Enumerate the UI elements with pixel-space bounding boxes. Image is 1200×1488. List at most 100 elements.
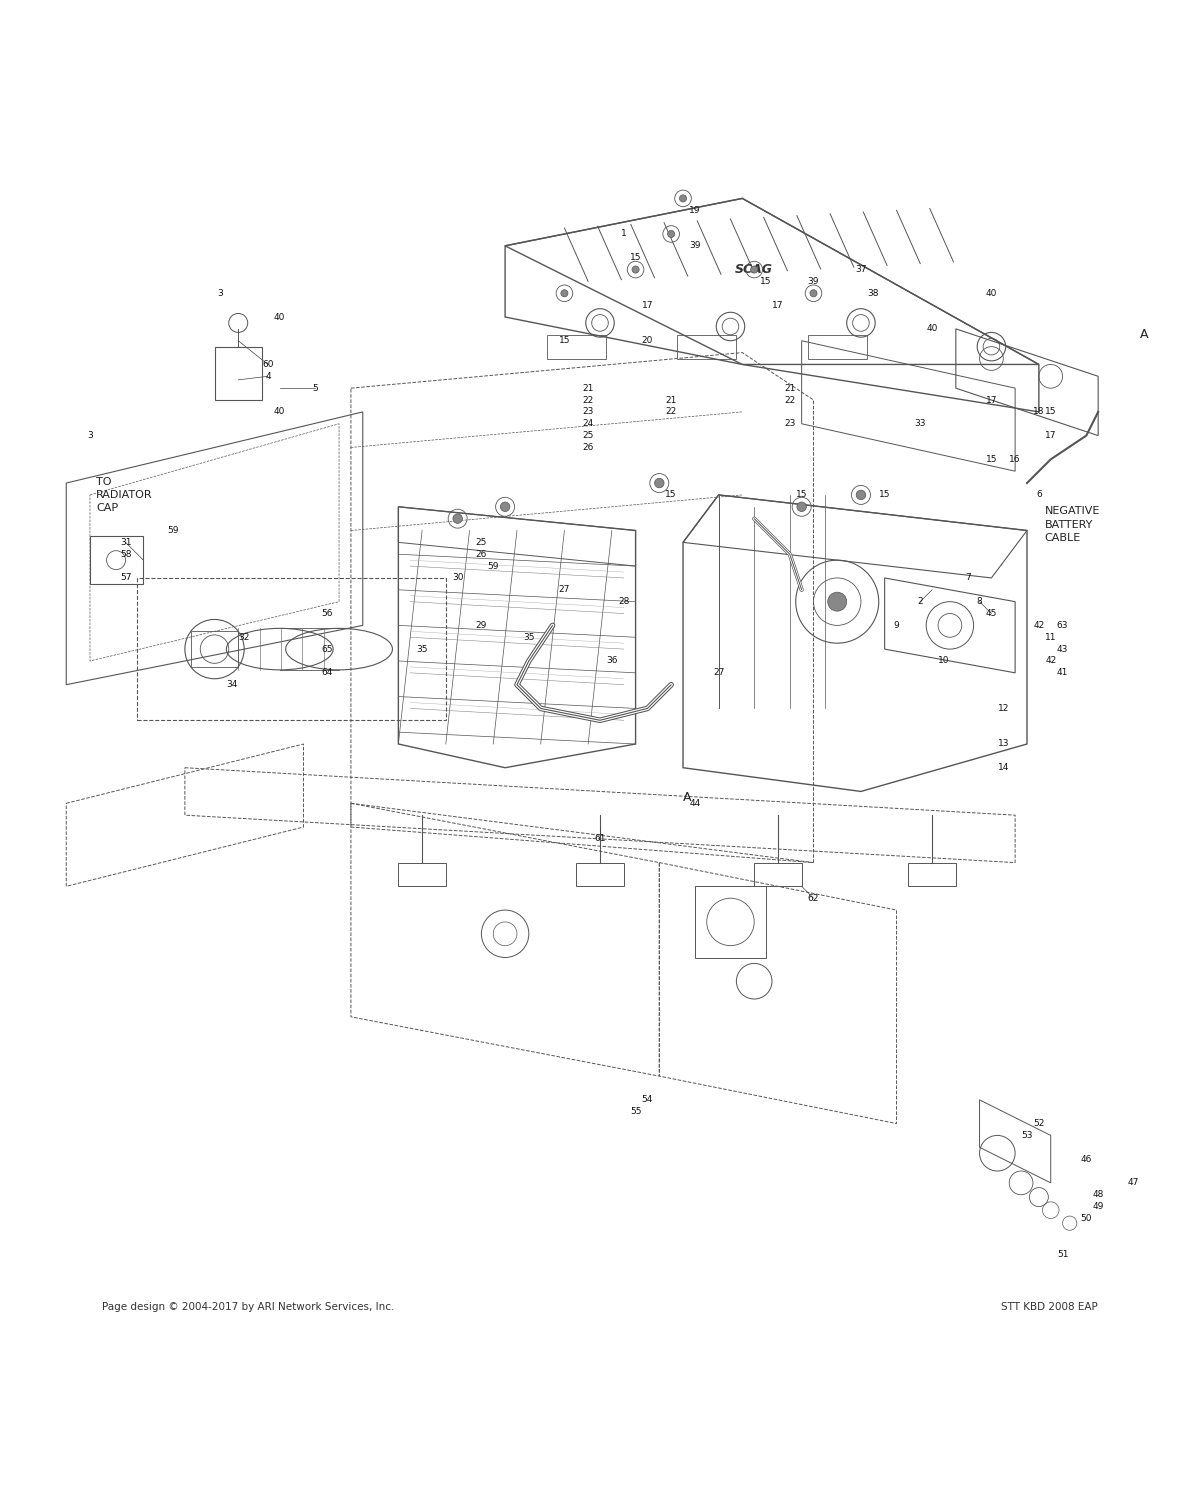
Text: 22: 22 xyxy=(666,408,677,417)
Text: 64: 64 xyxy=(322,668,332,677)
Text: 15: 15 xyxy=(985,455,997,464)
Text: 33: 33 xyxy=(914,420,926,429)
Text: 17: 17 xyxy=(985,396,997,405)
Circle shape xyxy=(452,513,462,524)
Text: 22: 22 xyxy=(784,396,796,405)
Text: 17: 17 xyxy=(772,301,784,310)
Text: 24: 24 xyxy=(582,420,594,429)
Circle shape xyxy=(654,478,664,488)
Text: 15: 15 xyxy=(878,491,890,500)
Circle shape xyxy=(560,290,568,296)
Text: 51: 51 xyxy=(1057,1250,1068,1259)
Text: 25: 25 xyxy=(475,537,487,548)
Circle shape xyxy=(857,490,865,500)
Bar xyxy=(677,335,737,359)
Circle shape xyxy=(751,266,757,274)
Text: 59: 59 xyxy=(487,561,499,570)
Circle shape xyxy=(797,501,806,512)
Circle shape xyxy=(632,266,640,274)
Text: 3: 3 xyxy=(217,289,223,298)
Bar xyxy=(754,863,802,887)
Bar xyxy=(695,887,766,957)
Text: 29: 29 xyxy=(475,620,487,629)
Text: 52: 52 xyxy=(1033,1119,1044,1128)
Text: 21: 21 xyxy=(582,384,594,393)
Text: 12: 12 xyxy=(997,704,1009,713)
Bar xyxy=(90,537,143,583)
Bar xyxy=(808,335,866,359)
Text: 40: 40 xyxy=(274,408,286,417)
Bar xyxy=(908,863,956,887)
Text: 8: 8 xyxy=(977,597,983,606)
Text: 19: 19 xyxy=(689,205,701,214)
Circle shape xyxy=(828,592,847,612)
Text: 34: 34 xyxy=(227,680,238,689)
Text: 48: 48 xyxy=(1092,1190,1104,1199)
Text: TO
RADIATOR
CAP: TO RADIATOR CAP xyxy=(96,476,152,513)
Text: 65: 65 xyxy=(322,644,332,653)
Text: 41: 41 xyxy=(1057,668,1068,677)
Text: 40: 40 xyxy=(985,289,997,298)
Circle shape xyxy=(667,231,674,238)
Bar xyxy=(576,863,624,887)
Text: 26: 26 xyxy=(582,443,594,452)
Text: 37: 37 xyxy=(856,265,866,274)
Text: 21: 21 xyxy=(784,384,796,393)
Text: 50: 50 xyxy=(1080,1214,1092,1223)
Text: 14: 14 xyxy=(997,763,1009,772)
Text: 23: 23 xyxy=(784,420,796,429)
Text: 43: 43 xyxy=(1057,644,1068,653)
Text: 57: 57 xyxy=(120,573,131,582)
Text: 40: 40 xyxy=(274,312,286,321)
Text: 5: 5 xyxy=(312,384,318,393)
Text: Page design © 2004-2017 by ARI Network Services, Inc.: Page design © 2004-2017 by ARI Network S… xyxy=(102,1302,395,1312)
Text: 35: 35 xyxy=(523,632,534,641)
Bar xyxy=(398,863,446,887)
Circle shape xyxy=(810,290,817,296)
Text: SCAG: SCAG xyxy=(736,263,773,277)
Text: A: A xyxy=(683,792,691,804)
Text: 10: 10 xyxy=(938,656,949,665)
Text: 15: 15 xyxy=(559,336,570,345)
Text: 1: 1 xyxy=(620,229,626,238)
Text: 32: 32 xyxy=(239,632,250,641)
Text: 40: 40 xyxy=(926,324,937,333)
Text: 15: 15 xyxy=(666,491,677,500)
Text: 39: 39 xyxy=(808,277,820,286)
Text: 31: 31 xyxy=(120,537,131,548)
Text: 53: 53 xyxy=(1021,1131,1033,1140)
Text: STT KBD 2008 EAP: STT KBD 2008 EAP xyxy=(1002,1302,1098,1312)
Text: 44: 44 xyxy=(689,799,701,808)
Text: 17: 17 xyxy=(1045,432,1056,440)
Text: 47: 47 xyxy=(1128,1178,1140,1187)
Text: 22: 22 xyxy=(582,396,594,405)
Text: 39: 39 xyxy=(689,241,701,250)
Text: 25: 25 xyxy=(582,432,594,440)
Text: 26: 26 xyxy=(475,549,487,558)
Text: 15: 15 xyxy=(1045,408,1056,417)
Text: 35: 35 xyxy=(416,644,428,653)
Text: NEGATIVE
BATTERY
CABLE: NEGATIVE BATTERY CABLE xyxy=(1045,506,1100,543)
Text: 59: 59 xyxy=(167,525,179,536)
Text: 42: 42 xyxy=(1033,620,1044,629)
Text: 17: 17 xyxy=(642,301,653,310)
Text: 21: 21 xyxy=(666,396,677,405)
Text: 2: 2 xyxy=(918,597,923,606)
Text: 46: 46 xyxy=(1081,1155,1092,1164)
Text: 38: 38 xyxy=(868,289,878,298)
Text: 15: 15 xyxy=(761,277,772,286)
Text: 60: 60 xyxy=(262,360,274,369)
Text: 27: 27 xyxy=(713,668,725,677)
Text: 4: 4 xyxy=(265,372,271,381)
Text: 62: 62 xyxy=(808,894,820,903)
Text: 28: 28 xyxy=(618,597,630,606)
Text: 30: 30 xyxy=(452,573,463,582)
Bar xyxy=(191,631,239,667)
Circle shape xyxy=(500,501,510,512)
Text: 7: 7 xyxy=(965,573,971,582)
Text: 13: 13 xyxy=(997,740,1009,748)
Text: 42: 42 xyxy=(1045,656,1056,665)
Text: A: A xyxy=(1140,329,1148,341)
Text: 45: 45 xyxy=(985,609,997,618)
Text: 16: 16 xyxy=(1009,455,1021,464)
